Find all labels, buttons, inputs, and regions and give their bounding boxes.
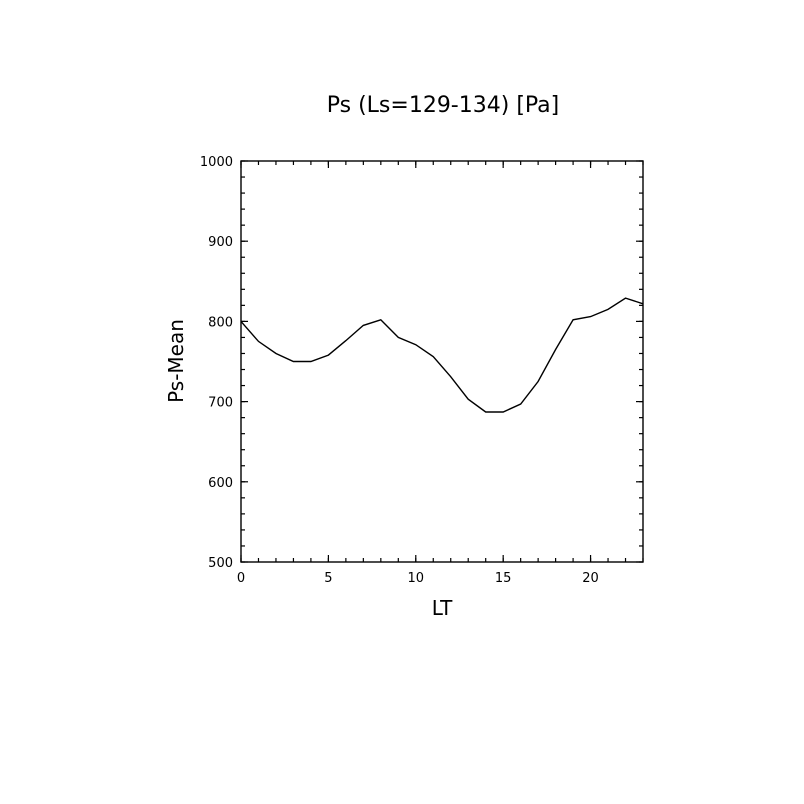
y-tick-label: 600 <box>208 476 233 491</box>
x-tick-label: 10 <box>408 571 425 586</box>
y-tick-label: 500 <box>208 556 233 571</box>
y-tick-label: 1000 <box>200 155 233 170</box>
x-tick-label: 0 <box>237 571 245 586</box>
y-tick-label: 900 <box>208 235 233 250</box>
plot-frame <box>240 160 644 563</box>
y-axis-label: Ps-Mean <box>164 319 188 403</box>
tick-labels: 0 5 10 15 20 500 600 700 800 900 1000 <box>200 155 599 586</box>
series-line <box>240 297 644 413</box>
chart-title: Ps (Ls=129-134) [Pa] <box>327 93 560 118</box>
y-tick-label: 800 <box>208 315 233 330</box>
y-tick-label: 700 <box>208 396 233 411</box>
x-tick-label: 20 <box>582 571 599 586</box>
x-tick-label: 15 <box>495 571 512 586</box>
x-tick-label: 5 <box>324 571 332 586</box>
x-axis-label: LT <box>432 596 453 620</box>
